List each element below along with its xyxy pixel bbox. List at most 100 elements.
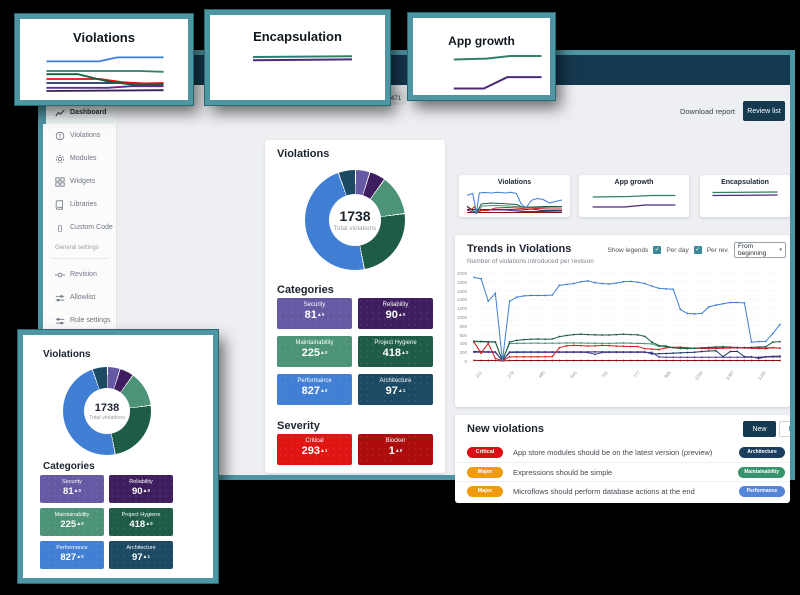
tile-project-hygiene[interactable]: Project Hygiene 418▲0: [358, 336, 433, 367]
tile-reliability[interactable]: Reliability 90▲0: [109, 475, 173, 503]
tile-value: 827▲0: [60, 552, 84, 563]
violation-rule-text: Expressions should be simple: [513, 468, 613, 477]
encapsulation-sparkline: [708, 189, 782, 214]
tab-fixed[interactable]: Fixed: [779, 421, 790, 437]
severity-heading: Severity: [277, 420, 320, 432]
callout-title: App growth: [448, 34, 515, 48]
tile-value: 81▲0: [62, 486, 82, 497]
tile-name: Reliability: [129, 479, 153, 485]
sidebar-item-label: Widgets: [70, 178, 96, 185]
callout-app-growth: App growth: [408, 13, 555, 100]
violations-icon: [55, 131, 65, 140]
tile-name: Architecture: [379, 378, 412, 384]
tile-security[interactable]: Security 81▲0: [277, 298, 352, 329]
x-tick-label: 480: [537, 370, 546, 380]
tile-performance[interactable]: Performance 827▲0: [277, 374, 352, 405]
trends-subtitle: Number of violations introduced per revi…: [467, 258, 594, 265]
tile-name: Performance: [297, 378, 332, 384]
sidebar-item-widgets[interactable]: Widgets: [43, 170, 117, 193]
rule-settings-icon: [55, 317, 65, 324]
show-legends-label: Show legends: [607, 246, 649, 254]
new-violations-tabs: New Fixed: [743, 421, 790, 437]
review-list-button[interactable]: Review list: [743, 101, 785, 121]
tile-name: Security: [303, 302, 326, 308]
callout-title: Encapsulation: [253, 29, 342, 44]
sidebar-item-label: Custom Code: [70, 224, 113, 231]
new-violation-row[interactable]: Critical App store modules should be on t…: [455, 443, 790, 462]
mini-card-title: Violations: [497, 179, 532, 186]
sidebar-item-revision[interactable]: Revision: [43, 263, 117, 286]
total-violations-label: Total violations: [88, 414, 126, 421]
content-area: Dashboard Main line - Rev: 1471 Download…: [117, 85, 790, 503]
y-tick-label: 200: [459, 350, 467, 356]
trends-y-axis: 0 200 400 600 800 1000 1200 1400 1600 1800 2000: [455, 271, 468, 364]
tile-project-hygiene[interactable]: Project Hygiene 418▲0: [109, 508, 173, 536]
x-tick-label: 865: [663, 370, 672, 380]
callout-title: Violations: [43, 349, 91, 360]
sidebar-item-libraries[interactable]: Libraries: [43, 193, 117, 216]
y-tick-label: 1000: [456, 315, 467, 320]
sidebar-item-violations[interactable]: Violations: [43, 124, 117, 147]
total-violations-value: 1738: [94, 401, 120, 414]
violations-donut-chart: 1738 Total violations: [305, 170, 405, 270]
new-violations-card: New violations New Fixed Critical App sto…: [455, 415, 790, 503]
tab-new[interactable]: New: [743, 421, 776, 437]
tile-maintainability[interactable]: Maintainability 225▲0: [40, 508, 104, 536]
per-day-checkbox[interactable]: [653, 246, 662, 254]
mini-card-violations[interactable]: Violations: [459, 175, 570, 217]
tile-security[interactable]: Security 81▲0: [40, 475, 104, 503]
header-actions: Download report Review list: [680, 101, 785, 121]
tile-name: Project Hygiene: [121, 512, 161, 518]
sidebar-divider: [51, 258, 109, 259]
tile-value: 90▲0: [385, 309, 406, 321]
x-tick-label: 279: [505, 370, 515, 380]
download-report-link[interactable]: Download report: [679, 106, 735, 116]
tile-name: Security: [62, 479, 82, 485]
tile-value: 1▲0: [388, 445, 403, 457]
sidebar-nav: Dashboard Violations Modules Widgets Librari…: [43, 101, 117, 332]
sidebar-item-label: Dashboard: [70, 109, 107, 116]
y-tick-label: 1600: [456, 288, 467, 294]
tile-architecture[interactable]: Architecture 97▲1: [109, 541, 173, 569]
x-tick-label: 211: [474, 370, 483, 379]
callout-violations-lines: Violations: [15, 14, 193, 105]
new-violation-row[interactable]: Major Microflows should perform database …: [455, 481, 790, 500]
donut-center: 1738 Total violations: [329, 194, 381, 246]
widgets-icon: [55, 176, 65, 187]
tile-architecture[interactable]: Architecture 97▲1: [358, 374, 433, 405]
per-day-label: Per day: [666, 246, 689, 254]
mini-card-app-growth[interactable]: App growth: [579, 175, 689, 217]
donut-center: 1738 Total violations: [84, 388, 130, 434]
sidebar-item-label: Violations: [70, 132, 101, 139]
sidebar-item-modules[interactable]: Modules: [43, 147, 117, 170]
sidebar-item-custom-code[interactable]: {} Custom Code: [43, 216, 117, 239]
tile-maintainability[interactable]: Maintainability 225▲0: [277, 336, 352, 367]
trends-line-chart: [471, 271, 783, 363]
per-rev-checkbox[interactable]: [693, 246, 702, 254]
x-tick-label: 1054: [693, 370, 704, 381]
sidebar-item-rule-settings[interactable]: Rule settings: [43, 309, 117, 332]
tile-name: Architecture: [126, 545, 156, 551]
tile-reliability[interactable]: Reliability 90▲0: [358, 298, 433, 329]
tile-value: 827▲0: [301, 385, 328, 397]
app-growth-sparkline: [587, 189, 681, 214]
category-pill: Maintainability: [738, 467, 785, 478]
callout-title: Violations: [73, 30, 135, 45]
tile-performance[interactable]: Performance 827▲0: [40, 541, 104, 569]
sidebar-item-dashboard[interactable]: Dashboard: [43, 101, 117, 124]
sidebar-section-label: General settings: [55, 245, 99, 251]
time-range-select[interactable]: From beginning ▾: [734, 242, 786, 258]
y-tick-label: 1200: [456, 306, 467, 312]
tile-blocker[interactable]: Blocker 1▲0: [358, 434, 433, 465]
violations-card-title: Violations: [277, 148, 330, 160]
new-violation-row[interactable]: Major Expressions should be simple Maintai…: [455, 462, 790, 481]
sidebar-item-label: Libraries: [70, 201, 97, 208]
tile-value: 97▲1: [385, 385, 406, 397]
callout-violations-detail: Violations 1738 Total violations Categor…: [18, 330, 218, 583]
tile-critical[interactable]: Critical 293▲1: [277, 434, 352, 465]
sidebar-item-allowlist[interactable]: Allowlist: [43, 286, 117, 309]
mini-card-encapsulation[interactable]: Encapsulation: [700, 175, 790, 217]
tile-value: 418▲0: [382, 347, 409, 359]
categories-heading: Categories: [43, 461, 95, 472]
violation-rule-text: Microflows should perform database actio…: [513, 487, 695, 496]
